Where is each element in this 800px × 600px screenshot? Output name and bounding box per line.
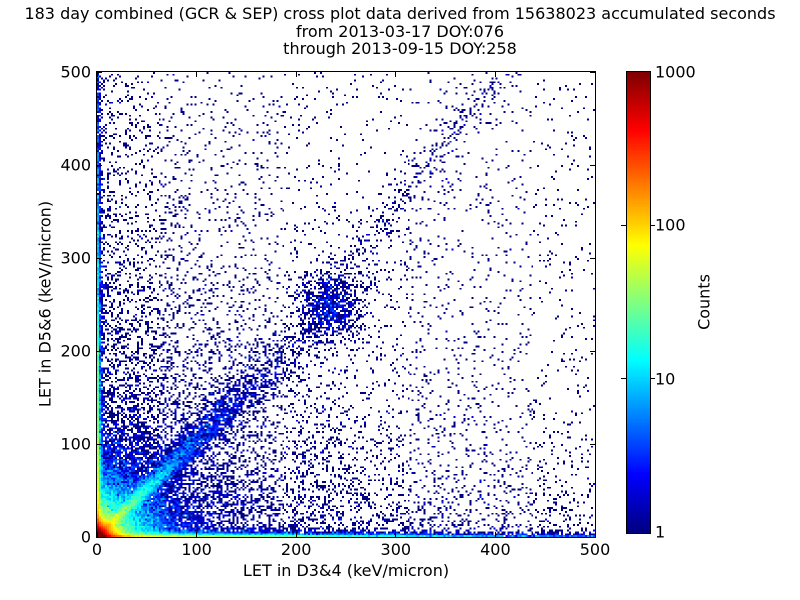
y-tick-mark-left bbox=[97, 71, 102, 73]
y-tick-label: 500 bbox=[60, 62, 91, 82]
y-tick-label: 300 bbox=[60, 248, 91, 268]
y-tick-mark-right bbox=[590, 350, 595, 352]
y-tick-label: 200 bbox=[60, 341, 91, 361]
colorbar-tick-label: 1 bbox=[655, 522, 666, 542]
y-tick-label: 400 bbox=[60, 155, 91, 175]
x-tick-mark-bottom bbox=[395, 532, 397, 537]
y-tick-label: 100 bbox=[60, 434, 91, 454]
colorbar-canvas bbox=[627, 72, 650, 533]
x-tick-label: 200 bbox=[280, 540, 312, 559]
y-tick-mark-left bbox=[97, 350, 102, 352]
x-tick-mark-bottom bbox=[196, 532, 198, 537]
colorbar-label: Counts bbox=[694, 274, 714, 330]
figure-title-line-1: 183 day combined (GCR & SEP) cross plot … bbox=[24, 4, 776, 23]
x-tick-label: 500 bbox=[579, 540, 611, 559]
colorbar-tick-label: 1000 bbox=[655, 62, 696, 82]
colorbar bbox=[626, 71, 651, 534]
x-tick-label: 300 bbox=[380, 540, 412, 559]
x-tick-mark-top bbox=[395, 72, 397, 77]
y-tick-mark-left bbox=[97, 164, 102, 166]
x-tick-mark-bottom bbox=[295, 532, 297, 537]
y-tick-label: 0 bbox=[80, 527, 91, 547]
x-tick-mark-bottom bbox=[96, 532, 98, 537]
figure-title-line-2: from 2013-03-17 DOY:076 bbox=[295, 22, 504, 41]
figure-title-line-3: through 2013-09-15 DOY:258 bbox=[283, 39, 517, 58]
y-tick-mark-right bbox=[590, 257, 595, 259]
x-tick-label: 0 bbox=[91, 540, 103, 559]
y-axis-label: LET in D5&6 (keV/micron) bbox=[35, 200, 55, 408]
x-tick-mark-top bbox=[594, 72, 596, 77]
x-tick-mark-top bbox=[96, 72, 98, 77]
x-tick-label: 400 bbox=[480, 540, 511, 559]
y-tick-mark-right bbox=[590, 443, 595, 445]
y-tick-mark-right bbox=[590, 164, 595, 166]
colorbar-tick-mark-left bbox=[621, 378, 626, 380]
y-tick-mark-right bbox=[590, 71, 595, 73]
colorbar-tick-label: 10 bbox=[655, 369, 676, 389]
x-tick-mark-bottom bbox=[494, 532, 496, 537]
x-axis-label: LET in D3&4 (keV/micron) bbox=[242, 561, 450, 580]
x-tick-mark-top bbox=[295, 72, 297, 77]
x-tick-label: 100 bbox=[181, 540, 212, 559]
x-tick-mark-top bbox=[494, 72, 496, 77]
colorbar-tick-mark-left bbox=[621, 224, 626, 226]
y-tick-mark-left bbox=[97, 257, 102, 259]
y-tick-mark-left bbox=[97, 536, 102, 538]
y-tick-mark-right bbox=[590, 536, 595, 538]
colorbar-tick-label: 100 bbox=[655, 215, 686, 235]
colorbar-tick-mark-right bbox=[650, 378, 655, 380]
x-tick-mark-bottom bbox=[594, 532, 596, 537]
plot-area bbox=[96, 71, 596, 538]
y-tick-mark-left bbox=[97, 443, 102, 445]
x-tick-mark-top bbox=[196, 72, 198, 77]
plot-canvas bbox=[97, 72, 595, 537]
colorbar-tick-mark-right bbox=[650, 224, 655, 226]
